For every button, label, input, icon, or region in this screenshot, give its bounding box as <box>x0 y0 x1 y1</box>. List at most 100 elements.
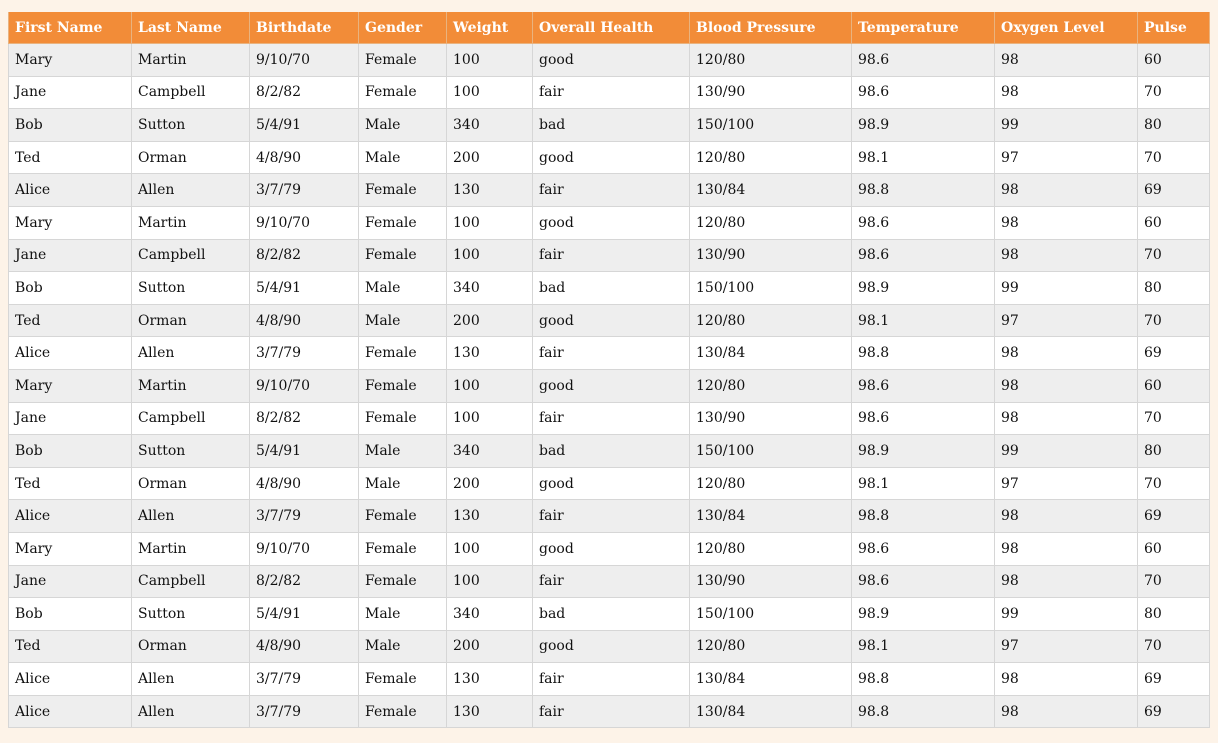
cell-gender: Male <box>358 108 447 142</box>
cell-blood-pressure: 150/100 <box>689 271 852 305</box>
table-row: Jane Campbell 8/2/82 Female 100 fair 130/90 98.… <box>8 238 1210 273</box>
cell-gender: Male <box>358 466 447 501</box>
cell-pulse: 69 <box>1137 336 1210 370</box>
column-header-gender[interactable]: Gender <box>358 12 447 44</box>
cell-gender: Male <box>358 597 447 631</box>
cell-overall-health: good <box>532 303 690 338</box>
cell-weight: 100 <box>446 564 533 599</box>
cell-gender: Male <box>358 629 447 664</box>
column-header-temperature[interactable]: Temperature <box>851 12 995 44</box>
cell-last-name: Allen <box>131 173 250 207</box>
cell-blood-pressure: 130/84 <box>689 173 852 207</box>
cell-temperature: 98.6 <box>851 43 995 77</box>
cell-overall-health: fair <box>532 401 690 436</box>
cell-last-name: Campbell <box>131 238 250 273</box>
cell-last-name: Orman <box>131 140 250 175</box>
cell-temperature: 98.1 <box>851 303 995 338</box>
table-row: Ted Orman 4/8/90 Male 200 good 120/80 98.1 97 70 <box>8 466 1210 501</box>
cell-oxygen-level: 97 <box>994 303 1138 338</box>
table-row: Alice Allen 3/7/79 Female 130 fair 130/84 98.8 9… <box>8 336 1210 370</box>
cell-first-name: Jane <box>8 75 132 110</box>
cell-oxygen-level: 99 <box>994 108 1138 142</box>
cell-weight: 130 <box>446 662 533 696</box>
cell-last-name: Allen <box>131 499 250 533</box>
cell-overall-health: good <box>532 531 690 566</box>
cell-oxygen-level: 98 <box>994 238 1138 273</box>
cell-gender: Female <box>358 75 447 110</box>
cell-blood-pressure: 130/90 <box>689 564 852 599</box>
cell-last-name: Sutton <box>131 597 250 631</box>
cell-pulse: 69 <box>1137 694 1210 729</box>
cell-oxygen-level: 97 <box>994 629 1138 664</box>
cell-temperature: 98.6 <box>851 531 995 566</box>
table-row: Mary Martin 9/10/70 Female 100 good 120/80 98.6… <box>8 531 1210 566</box>
cell-gender: Female <box>358 368 447 403</box>
cell-pulse: 70 <box>1137 140 1210 175</box>
table-row: Alice Allen 3/7/79 Female 130 fair 130/84 98.8 9… <box>8 173 1210 207</box>
cell-overall-health: fair <box>532 173 690 207</box>
cell-weight: 130 <box>446 336 533 370</box>
cell-pulse: 70 <box>1137 564 1210 599</box>
cell-gender: Male <box>358 434 447 468</box>
cell-birthdate: 5/4/91 <box>249 597 359 631</box>
table-row: Mary Martin 9/10/70 Female 100 good 120/80 98.6… <box>8 43 1210 77</box>
cell-birthdate: 9/10/70 <box>249 43 359 77</box>
column-header-weight[interactable]: Weight <box>446 12 533 44</box>
cell-weight: 100 <box>446 531 533 566</box>
cell-birthdate: 5/4/91 <box>249 271 359 305</box>
cell-oxygen-level: 99 <box>994 597 1138 631</box>
cell-pulse: 80 <box>1137 108 1210 142</box>
column-header-first-name[interactable]: First Name <box>8 12 132 44</box>
cell-last-name: Orman <box>131 629 250 664</box>
column-header-blood-pressure[interactable]: Blood Pressure <box>689 12 852 44</box>
cell-blood-pressure: 120/80 <box>689 140 852 175</box>
column-header-birthdate[interactable]: Birthdate <box>249 12 359 44</box>
cell-gender: Male <box>358 140 447 175</box>
cell-weight: 200 <box>446 629 533 664</box>
cell-weight: 200 <box>446 466 533 501</box>
cell-last-name: Allen <box>131 694 250 729</box>
cell-last-name: Martin <box>131 205 250 240</box>
cell-blood-pressure: 130/84 <box>689 336 852 370</box>
cell-last-name: Martin <box>131 531 250 566</box>
table-row: Bob Sutton 5/4/91 Male 340 bad 150/100 98.9 99 80 <box>8 434 1210 468</box>
cell-pulse: 69 <box>1137 499 1210 533</box>
cell-weight: 100 <box>446 75 533 110</box>
cell-blood-pressure: 150/100 <box>689 597 852 631</box>
table-row: Ted Orman 4/8/90 Male 200 good 120/80 98.1 97 70 <box>8 303 1210 338</box>
cell-oxygen-level: 97 <box>994 140 1138 175</box>
table-row: Ted Orman 4/8/90 Male 200 good 120/80 98.1 97 70 <box>8 140 1210 175</box>
cell-blood-pressure: 120/80 <box>689 205 852 240</box>
column-header-last-name[interactable]: Last Name <box>131 12 250 44</box>
cell-birthdate: 4/8/90 <box>249 629 359 664</box>
cell-pulse: 80 <box>1137 271 1210 305</box>
table-row: Alice Allen 3/7/79 Female 130 fair 130/84 98.8 9… <box>8 499 1210 533</box>
cell-weight: 130 <box>446 173 533 207</box>
cell-birthdate: 3/7/79 <box>249 336 359 370</box>
cell-blood-pressure: 120/80 <box>689 531 852 566</box>
cell-temperature: 98.1 <box>851 629 995 664</box>
cell-birthdate: 8/2/82 <box>249 401 359 436</box>
cell-oxygen-level: 98 <box>994 43 1138 77</box>
table-row: Jane Campbell 8/2/82 Female 100 fair 130/90 98.… <box>8 75 1210 110</box>
cell-first-name: Alice <box>8 173 132 207</box>
cell-first-name: Bob <box>8 108 132 142</box>
cell-weight: 200 <box>446 140 533 175</box>
cell-oxygen-level: 98 <box>994 173 1138 207</box>
table-row: Bob Sutton 5/4/91 Male 340 bad 150/100 98.9 99 80 <box>8 108 1210 142</box>
cell-temperature: 98.1 <box>851 466 995 501</box>
column-header-overall-health[interactable]: Overall Health <box>532 12 690 44</box>
cell-temperature: 98.8 <box>851 499 995 533</box>
cell-overall-health: fair <box>532 238 690 273</box>
cell-gender: Female <box>358 43 447 77</box>
cell-gender: Female <box>358 694 447 729</box>
cell-pulse: 70 <box>1137 466 1210 501</box>
cell-pulse: 60 <box>1137 43 1210 77</box>
cell-overall-health: fair <box>532 336 690 370</box>
column-header-pulse[interactable]: Pulse <box>1137 12 1210 44</box>
table-row: Bob Sutton 5/4/91 Male 340 bad 150/100 98.9 99 80 <box>8 597 1210 631</box>
cell-overall-health: good <box>532 43 690 77</box>
cell-birthdate: 3/7/79 <box>249 499 359 533</box>
cell-temperature: 98.6 <box>851 564 995 599</box>
column-header-oxygen-level[interactable]: Oxygen Level <box>994 12 1138 44</box>
